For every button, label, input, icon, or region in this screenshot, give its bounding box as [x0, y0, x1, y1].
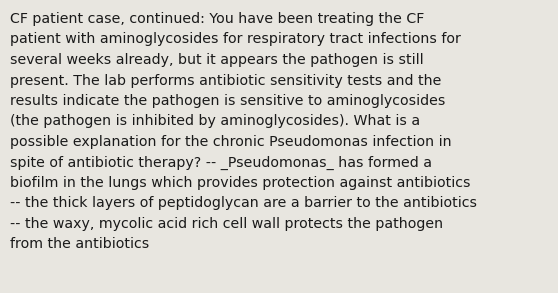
Text: present. The lab performs antibiotic sensitivity tests and the: present. The lab performs antibiotic sen… [10, 74, 441, 88]
Text: -- the thick layers of peptidoglycan are a barrier to the antibiotics: -- the thick layers of peptidoglycan are… [10, 197, 477, 210]
Text: biofilm in the lungs which provides protection against antibiotics: biofilm in the lungs which provides prot… [10, 176, 470, 190]
Text: results indicate the pathogen is sensitive to aminoglycosides: results indicate the pathogen is sensiti… [10, 94, 445, 108]
Text: (the pathogen is inhibited by aminoglycosides). What is a: (the pathogen is inhibited by aminoglyco… [10, 115, 420, 129]
Text: several weeks already, but it appears the pathogen is still: several weeks already, but it appears th… [10, 53, 424, 67]
Text: patient with aminoglycosides for respiratory tract infections for: patient with aminoglycosides for respira… [10, 33, 461, 47]
Text: spite of antibiotic therapy? -- _Pseudomonas_ has formed a: spite of antibiotic therapy? -- _Pseudom… [10, 156, 432, 170]
Text: possible explanation for the chronic Pseudomonas infection in: possible explanation for the chronic Pse… [10, 135, 451, 149]
Text: from the antibiotics: from the antibiotics [10, 238, 149, 251]
Text: -- the waxy, mycolic acid rich cell wall protects the pathogen: -- the waxy, mycolic acid rich cell wall… [10, 217, 443, 231]
Text: CF patient case, continued: You have been treating the CF: CF patient case, continued: You have bee… [10, 12, 424, 26]
